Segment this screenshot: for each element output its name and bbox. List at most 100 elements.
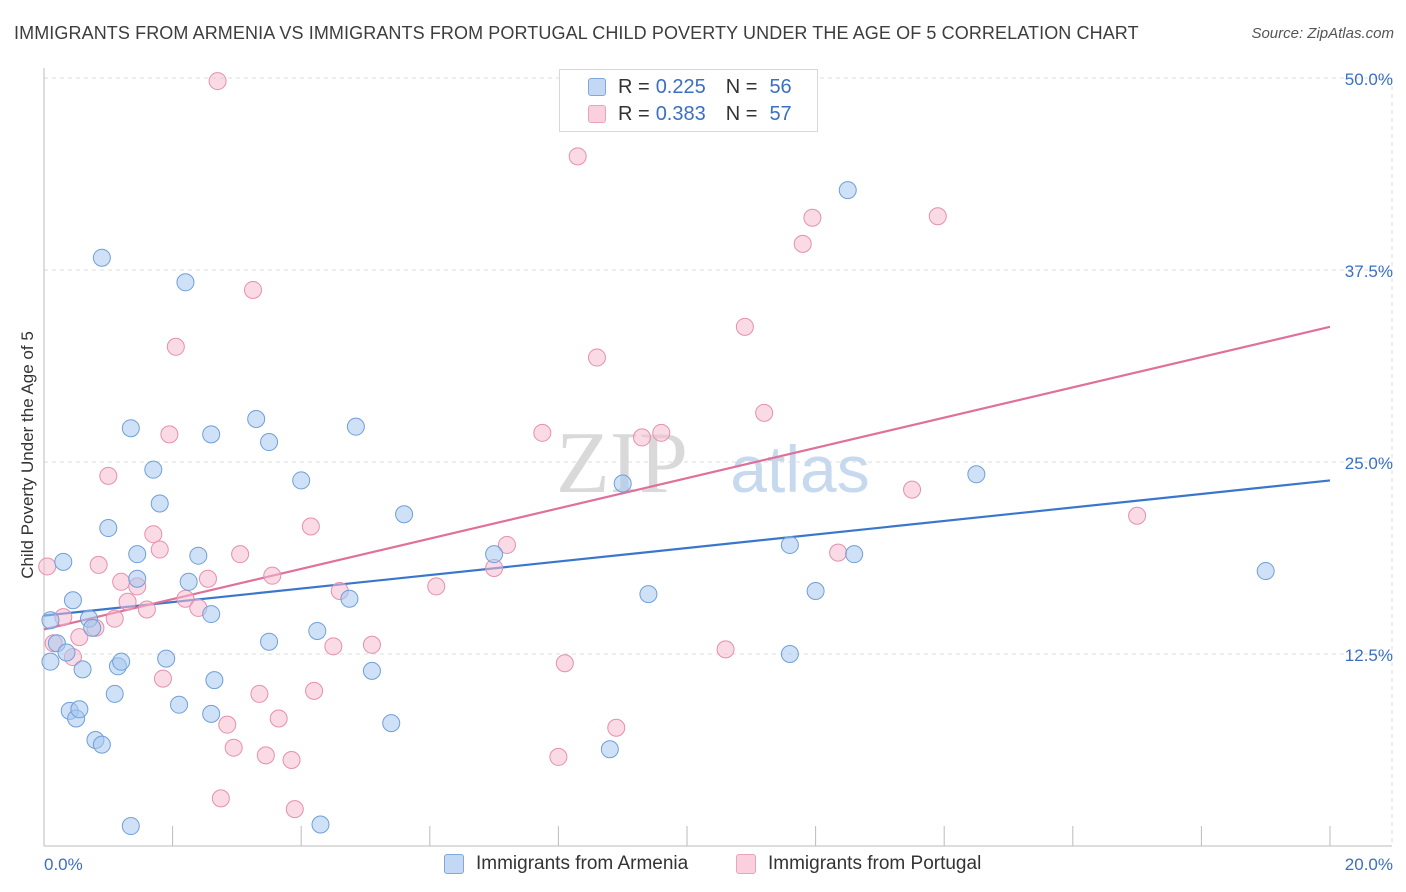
- portugal-point: [211, 789, 230, 808]
- portugal-point: [533, 423, 552, 442]
- armenia-point: [112, 652, 131, 671]
- portugal-point: [324, 637, 343, 656]
- portugal-point: [716, 640, 735, 659]
- y-tick-label: 37.5%: [1345, 262, 1393, 281]
- data-points: [38, 72, 1275, 836]
- portugal-point: [38, 557, 57, 576]
- portugal-point: [587, 348, 606, 367]
- portugal-point: [755, 403, 774, 422]
- armenia-point: [340, 589, 359, 608]
- armenia-point: [83, 618, 102, 637]
- portugal-point: [263, 566, 282, 585]
- portugal-point: [362, 635, 381, 654]
- armenia-point: [41, 652, 60, 671]
- correlation-legend: R = 0.225 N = 56 R = 0.383 N = 57: [559, 69, 818, 132]
- armenia-point: [105, 684, 124, 703]
- armenia-point: [121, 419, 140, 438]
- portugal-point: [803, 208, 822, 227]
- armenia-point: [176, 273, 195, 292]
- trend-lines: [43, 325, 1331, 631]
- portugal-point: [305, 681, 324, 700]
- legend-n-value: 56: [769, 75, 792, 98]
- portugal-point: [118, 592, 137, 611]
- armenia-point: [128, 569, 147, 588]
- watermark-atlas: atlas: [730, 432, 869, 506]
- bottom-legend-label: Immigrants from Armenia: [476, 853, 689, 874]
- portugal-point: [607, 718, 626, 737]
- legend-r-label: R =: [618, 102, 650, 125]
- y-axis-label: Child Poverty Under the Age of 5: [18, 331, 37, 579]
- armenia-point: [179, 572, 198, 591]
- portugal-point: [497, 535, 516, 554]
- portugal-point: [568, 147, 587, 166]
- portugal-point: [269, 709, 288, 728]
- portugal-point: [652, 423, 671, 442]
- portugal-point: [198, 569, 217, 588]
- armenia-point: [128, 545, 147, 564]
- armenia-point: [838, 181, 857, 200]
- legend-r-label: R =: [618, 75, 650, 98]
- source-label: Source: ZipAtlas.com: [1251, 25, 1394, 42]
- armenia-point: [157, 649, 176, 668]
- armenia-trend-line: [43, 479, 1331, 617]
- portugal-point: [793, 234, 812, 253]
- portugal-point: [903, 480, 922, 499]
- armenia-point: [806, 582, 825, 601]
- portugal-point: [70, 628, 89, 647]
- watermark: ZIP atlas: [556, 415, 870, 512]
- armenia-point: [362, 661, 381, 680]
- portugal-point: [301, 517, 320, 536]
- portugal-swatch: [736, 854, 756, 874]
- portugal-point: [285, 800, 304, 819]
- portugal-point: [282, 750, 301, 769]
- armenia-point: [260, 433, 279, 452]
- portugal-point: [243, 280, 262, 299]
- armenia-point: [150, 494, 169, 513]
- legend-row-armenia: R = 0.225 N = 56: [588, 75, 792, 99]
- portugal-point: [153, 669, 172, 688]
- armenia-point: [121, 817, 140, 836]
- portugal-point: [250, 684, 269, 703]
- armenia-point: [346, 417, 365, 436]
- armenia-point: [1256, 562, 1275, 581]
- portugal-point: [99, 466, 118, 485]
- armenia-point: [99, 519, 118, 538]
- armenia-point: [70, 700, 89, 719]
- portugal-point: [137, 600, 156, 619]
- armenia-point: [144, 460, 163, 479]
- portugal-point: [160, 425, 179, 444]
- armenia-point: [41, 611, 60, 630]
- chart-title: IMMIGRANTS FROM ARMENIA VS IMMIGRANTS FR…: [14, 23, 1139, 43]
- armenia-point: [311, 815, 330, 834]
- armenia-point: [202, 425, 221, 444]
- armenia-point: [485, 545, 504, 564]
- y-tick-label: 12.5%: [1345, 646, 1393, 665]
- armenia-point: [57, 643, 76, 662]
- portugal-point: [105, 609, 124, 628]
- armenia-point: [260, 632, 279, 651]
- portugal-point: [218, 715, 237, 734]
- grid-lines: [44, 77, 1393, 846]
- armenia-point: [780, 645, 799, 663]
- armenia-point: [202, 605, 221, 624]
- armenia-point: [613, 474, 632, 493]
- armenia-point: [92, 735, 111, 754]
- legend-n-value: 57: [769, 102, 792, 125]
- bottom-legend-armenia: Immigrants from Armenia: [444, 852, 688, 876]
- portugal-point: [549, 747, 568, 766]
- armenia-point: [967, 465, 986, 484]
- portugal-point: [150, 540, 169, 559]
- portugal-point: [555, 654, 574, 673]
- armenia-point: [170, 695, 189, 714]
- legend-r-value: 0.225: [655, 75, 706, 98]
- y-tick-label: 50.0%: [1345, 70, 1393, 89]
- x-tick-label: 0.0%: [44, 855, 83, 874]
- portugal-point: [1128, 506, 1147, 525]
- portugal-point: [89, 555, 108, 574]
- legend-n-label: N =: [725, 102, 758, 125]
- armenia-point: [189, 546, 208, 565]
- portugal-point: [829, 543, 848, 562]
- legend-row-portugal: R = 0.383 N = 57: [588, 102, 792, 126]
- tick-labels: 12.5% 25.0% 37.5% 50.0% 0.0% 20.0%: [44, 70, 1393, 874]
